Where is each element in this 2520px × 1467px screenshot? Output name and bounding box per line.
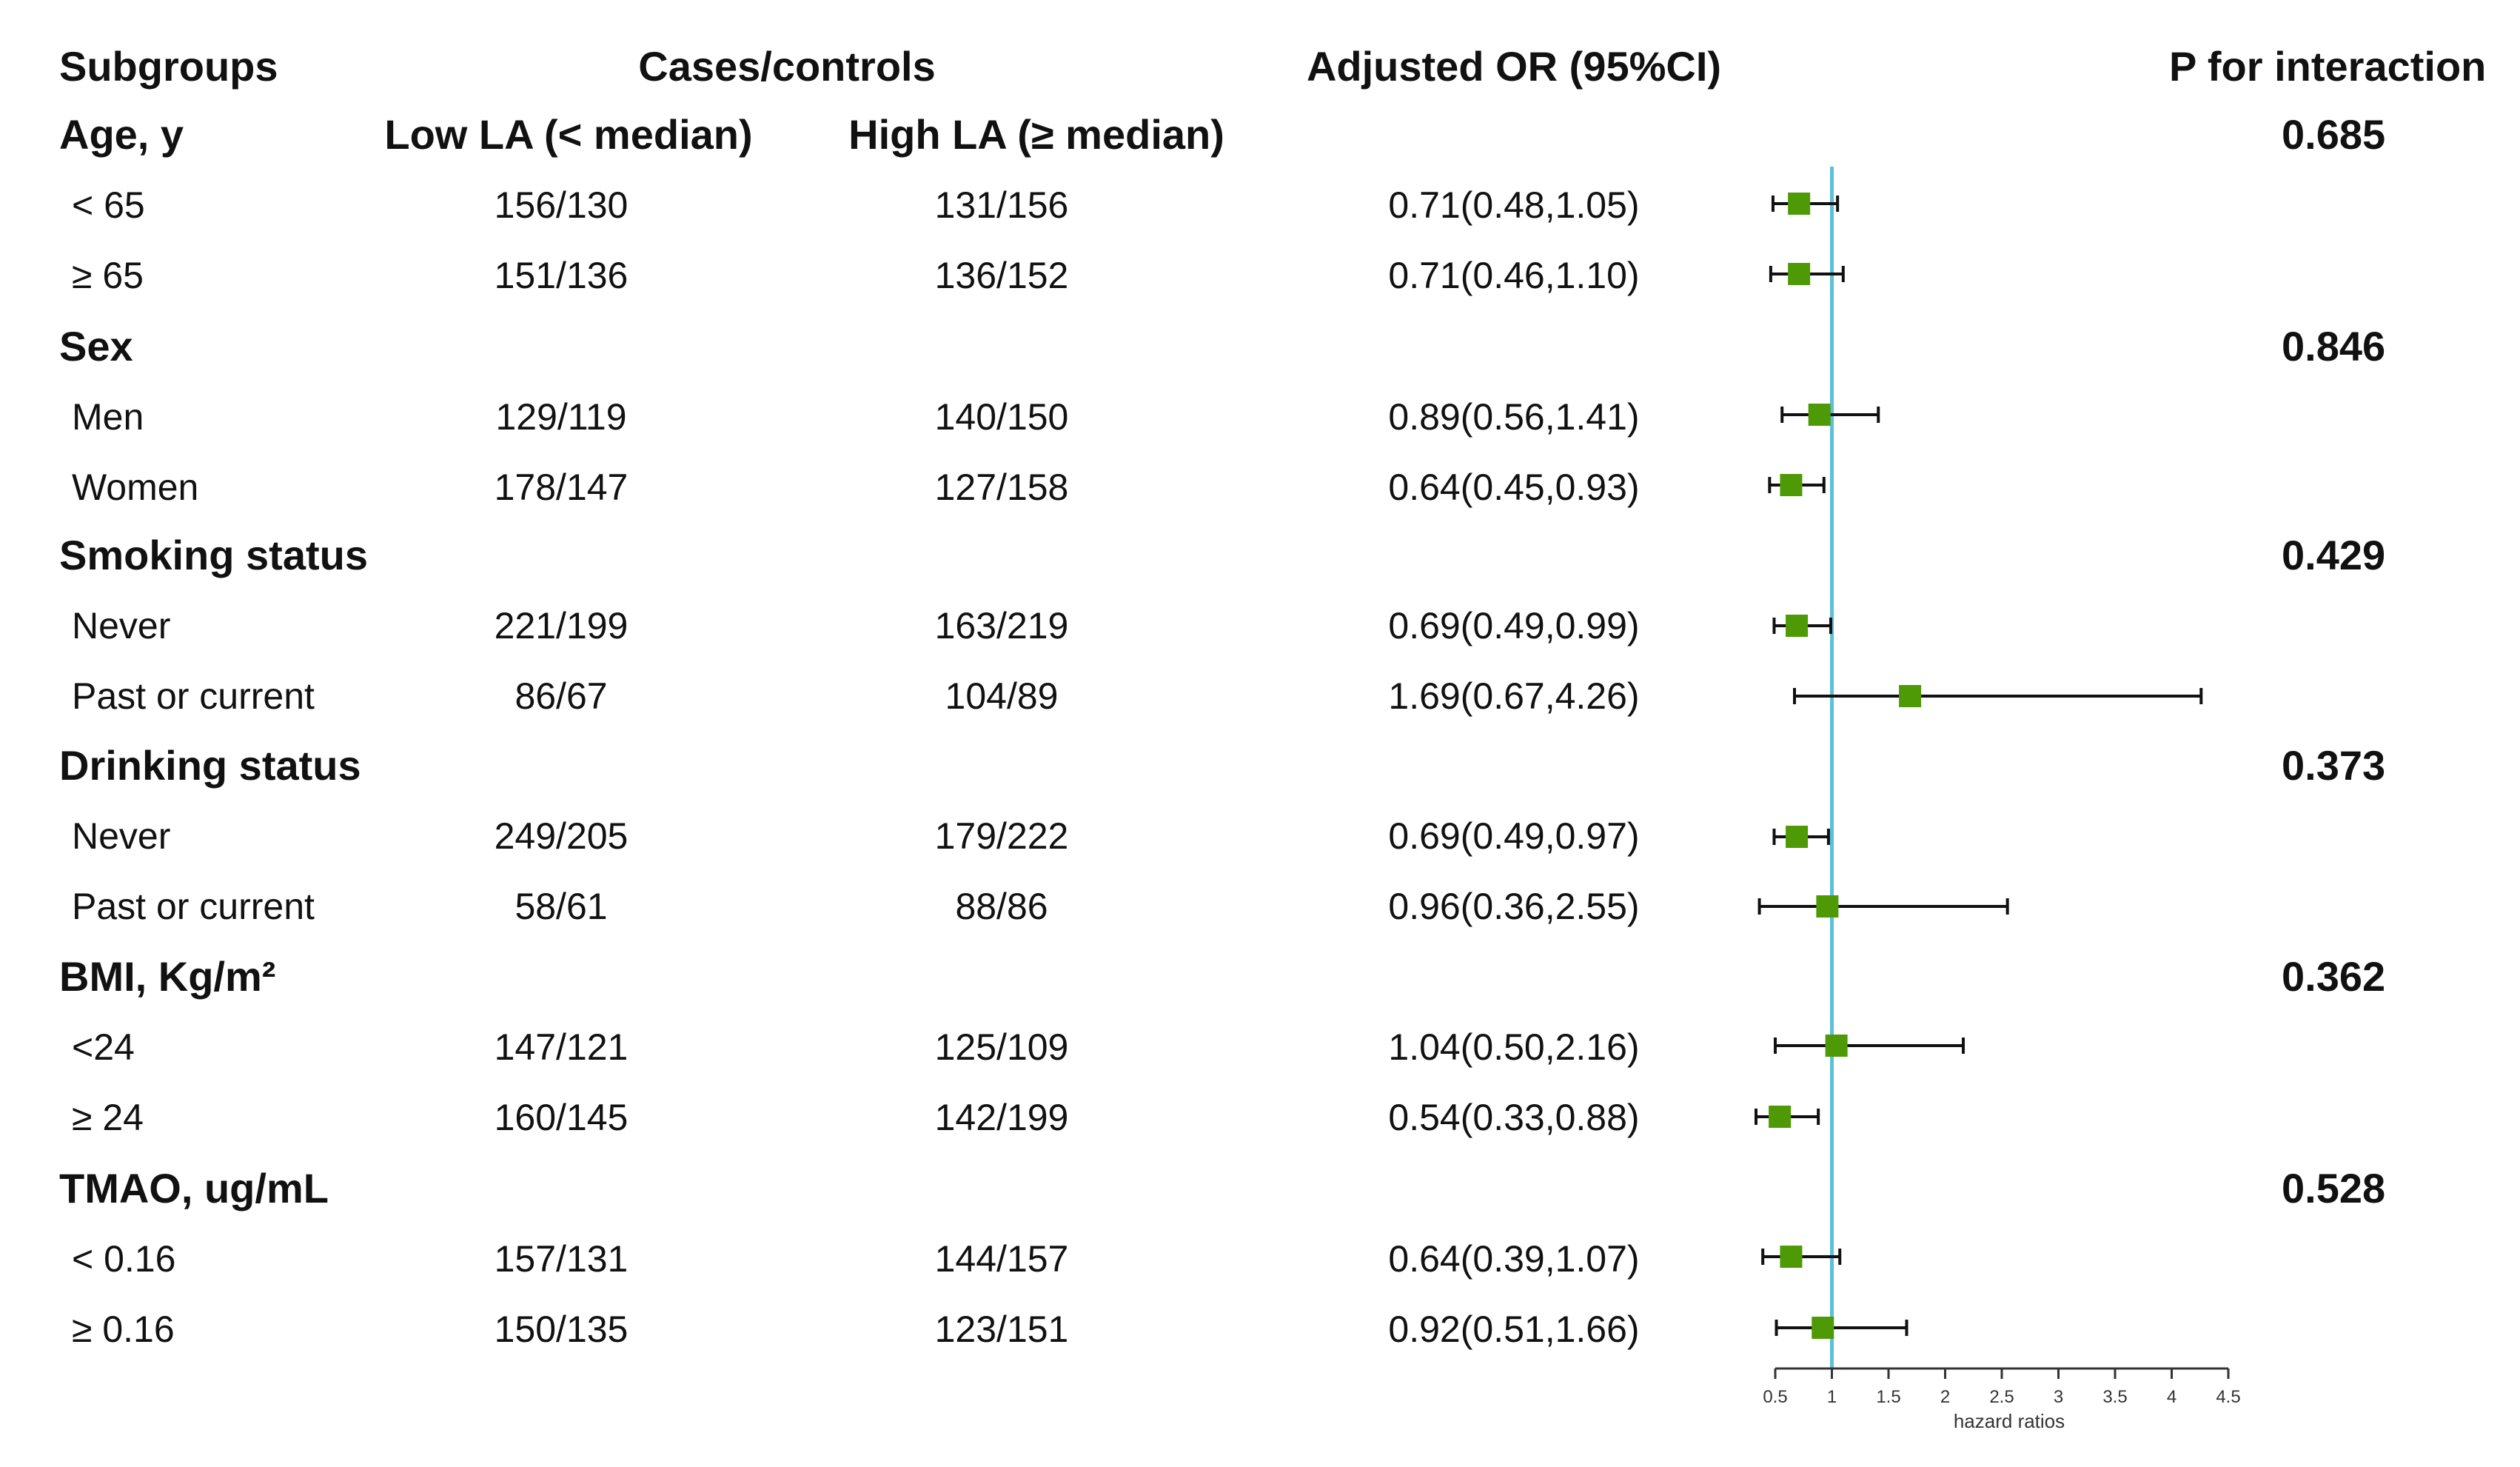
row-high-la: 179/222 <box>934 815 1069 857</box>
p-interaction-value: 0.373 <box>2282 742 2386 789</box>
point-estimate-marker <box>1780 1246 1803 1268</box>
x-tick-label: 2.5 <box>1989 1387 2014 1407</box>
row-high-la: 127/158 <box>934 467 1069 508</box>
point-estimate-marker <box>1780 474 1803 496</box>
row-label: < 0.16 <box>72 1238 176 1280</box>
row-label: Past or current <box>72 886 315 927</box>
row-label: Men <box>72 396 144 438</box>
header-adjusted-or: Adjusted OR (95%CI) <box>1306 43 1722 90</box>
header-low-la: Low LA (< median) <box>384 111 753 158</box>
row-low-la: 147/121 <box>494 1026 629 1068</box>
header-cases-controls: Cases/controls <box>638 43 936 90</box>
x-tick-label: 1.5 <box>1876 1387 1900 1407</box>
group-name: BMI, Kg/m² <box>59 953 276 1000</box>
row-or-ci: 0.71(0.48,1.05) <box>1388 184 1640 226</box>
row-high-la: 144/157 <box>934 1238 1069 1280</box>
point-estimate-marker <box>1769 1106 1792 1128</box>
point-estimate-marker <box>1788 263 1811 285</box>
row-high-la: 136/152 <box>934 255 1069 296</box>
row-label: Women <box>72 467 199 508</box>
row-low-la: 58/61 <box>515 886 608 927</box>
row-label: ≥ 65 <box>72 255 144 296</box>
point-estimate-marker <box>1825 1035 1848 1057</box>
row-or-ci: 0.92(0.51,1.66) <box>1388 1309 1640 1350</box>
row-high-la: 125/109 <box>934 1026 1069 1068</box>
row-high-la: 104/89 <box>945 675 1059 717</box>
group-name: TMAO, ug/mL <box>59 1165 329 1212</box>
row-label: < 65 <box>72 184 145 226</box>
row-or-ci: 0.71(0.46,1.10) <box>1388 255 1640 296</box>
x-tick-label: 4 <box>2167 1387 2176 1407</box>
point-estimate-marker <box>1808 404 1831 426</box>
x-axis-label: hazard ratios <box>1954 1410 2065 1432</box>
row-label: <24 <box>72 1026 135 1068</box>
row-low-la: 129/119 <box>495 396 627 438</box>
row-label: Never <box>72 815 171 857</box>
row-low-la: 150/135 <box>494 1309 629 1350</box>
row-or-ci: 0.64(0.39,1.07) <box>1388 1238 1640 1280</box>
p-interaction-value: 0.685 <box>2282 111 2386 158</box>
row-label: ≥ 0.16 <box>72 1309 175 1350</box>
row-or-ci: 1.69(0.67,4.26) <box>1388 675 1640 717</box>
group-name: Smoking status <box>59 532 368 578</box>
row-or-ci: 0.54(0.33,0.88) <box>1388 1097 1640 1138</box>
x-tick-label: 1 <box>1827 1387 1837 1407</box>
point-estimate-marker <box>1786 826 1809 848</box>
p-interaction-value: 0.362 <box>2282 953 2386 1000</box>
row-label: Never <box>72 605 171 646</box>
x-tick-label: 4.5 <box>2216 1387 2240 1407</box>
p-interaction-value: 0.528 <box>2282 1165 2386 1212</box>
x-tick-label: 2 <box>1940 1387 1950 1407</box>
row-low-la: 221/199 <box>494 605 629 646</box>
row-low-la: 160/145 <box>494 1097 629 1138</box>
row-low-la: 151/136 <box>494 255 629 296</box>
header-high-la: High LA (≥ median) <box>848 111 1224 158</box>
p-interaction-value: 0.846 <box>2282 323 2386 370</box>
group-name: Sex <box>59 323 133 370</box>
row-or-ci: 0.64(0.45,0.93) <box>1388 467 1640 508</box>
header-subgroups: Subgroups <box>59 43 278 90</box>
row-or-ci: 0.69(0.49,0.99) <box>1388 605 1640 646</box>
row-or-ci: 0.96(0.36,2.55) <box>1388 886 1640 927</box>
row-low-la: 249/205 <box>494 815 629 857</box>
point-estimate-marker <box>1786 615 1809 637</box>
row-high-la: 142/199 <box>934 1097 1069 1138</box>
x-tick-label: 3 <box>2054 1387 2063 1407</box>
row-low-la: 178/147 <box>494 467 629 508</box>
row-high-la: 140/150 <box>934 396 1069 438</box>
row-high-la: 163/219 <box>934 605 1069 646</box>
point-estimate-marker <box>1816 895 1839 918</box>
row-or-ci: 1.04(0.50,2.16) <box>1388 1026 1640 1068</box>
point-estimate-marker <box>1812 1317 1834 1339</box>
point-estimate-marker <box>1788 193 1811 215</box>
row-low-la: 86/67 <box>515 675 608 717</box>
row-high-la: 123/151 <box>934 1309 1069 1350</box>
p-interaction-value: 0.429 <box>2282 532 2386 578</box>
row-or-ci: 0.89(0.56,1.41) <box>1388 396 1640 438</box>
x-tick-label: 3.5 <box>2102 1387 2127 1407</box>
header-p-interaction: P for interaction <box>2169 43 2487 90</box>
row-label: ≥ 24 <box>72 1097 144 1138</box>
row-low-la: 156/130 <box>494 184 629 226</box>
row-low-la: 157/131 <box>494 1238 629 1280</box>
x-tick-label: 0.5 <box>1763 1387 1787 1407</box>
point-estimate-marker <box>1899 685 1922 707</box>
row-high-la: 131/156 <box>934 184 1069 226</box>
group-name: Age, y <box>59 111 184 158</box>
row-or-ci: 0.69(0.49,0.97) <box>1388 815 1640 857</box>
group-name: Drinking status <box>59 742 361 789</box>
row-high-la: 88/86 <box>955 886 1048 927</box>
row-label: Past or current <box>72 675 315 717</box>
